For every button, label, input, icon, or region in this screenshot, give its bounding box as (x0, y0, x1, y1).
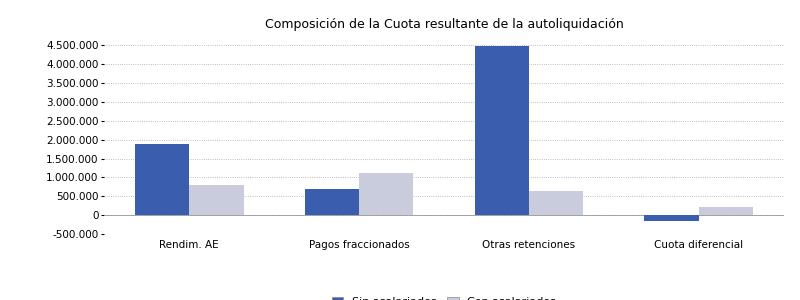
Bar (529, 190, 583, 215)
Legend: Sin asalariados, Con asalariados: Sin asalariados, Con asalariados (327, 292, 561, 300)
Title: Composición de la Cuota resultante de la autoliquidación: Composición de la Cuota resultante de la… (265, 18, 623, 31)
Bar (305, 190, 359, 215)
Bar (474, 46, 529, 215)
Bar (135, 144, 190, 215)
Bar (190, 185, 244, 215)
Bar (359, 172, 414, 215)
Bar (644, 215, 698, 221)
Bar (698, 207, 753, 215)
